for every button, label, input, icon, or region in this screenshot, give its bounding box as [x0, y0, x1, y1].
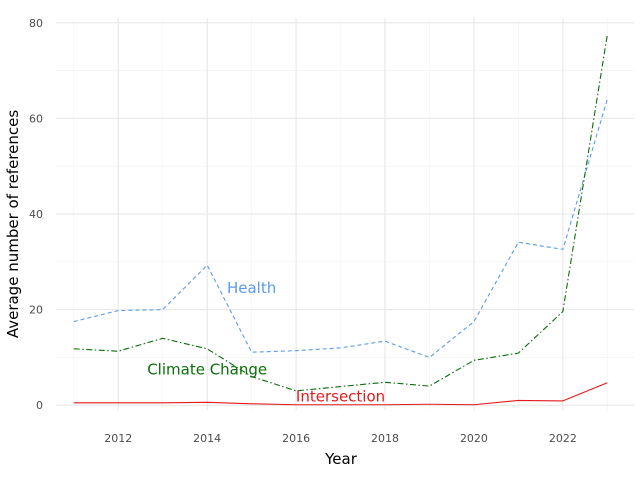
series-line-intersection [73, 382, 608, 406]
y-tick-label: 0 [36, 399, 43, 412]
series-line-health [73, 99, 608, 358]
x-tick-label: 2012 [104, 432, 132, 445]
y-tick-label: 60 [29, 112, 43, 125]
series-label-climate-change: Climate Change [147, 360, 267, 378]
x-axis-title: Year [324, 450, 358, 468]
series-lines [73, 34, 608, 406]
series-label-health: Health [227, 279, 276, 297]
x-tick-label: 2022 [549, 432, 577, 445]
y-axis-title: Average number of references [4, 110, 22, 339]
tick-labels: 2012 2014 2016 2018 2020 2022 0 20 40 60 80 [29, 17, 577, 445]
series-label-intersection: Intersection [296, 388, 385, 406]
x-tick-label: 2016 [282, 432, 310, 445]
series-labels: Health Climate Change Intersection [147, 279, 385, 406]
x-tick-label: 2018 [371, 432, 399, 445]
y-tick-label: 40 [29, 208, 43, 221]
y-tick-label: 20 [29, 304, 43, 317]
x-tick-label: 2020 [460, 432, 488, 445]
series-line-climate-change [73, 34, 608, 392]
x-tick-label: 2014 [193, 432, 221, 445]
grid [56, 18, 634, 410]
y-tick-label: 80 [29, 17, 43, 30]
